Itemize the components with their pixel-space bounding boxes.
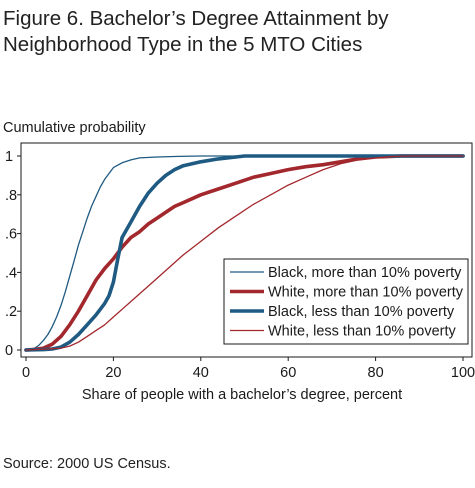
figure-title: Figure 6. Bachelor’s Degree Attainment b… [3, 6, 389, 58]
legend-label: Black, less than 10% poverty [268, 304, 455, 320]
y-tick-label: .6 [5, 227, 17, 243]
figure-title-line-1: Figure 6. Bachelor’s Degree Attainment b… [3, 7, 389, 30]
series-line [24, 154, 465, 352]
x-tick-label: 100 [451, 365, 475, 381]
y-tick-label: .8 [5, 188, 17, 204]
series-lines [24, 154, 465, 352]
y-tick-label: 1 [5, 149, 13, 165]
legend-label: Black, more than 10% poverty [268, 265, 462, 281]
y-axis-label: Cumulative probability [3, 120, 146, 136]
cdf-chart: Cumulative probability 0 .2 .4 .6 .8 1 0 20 40 6… [3, 120, 475, 403]
x-tick-label: 80 [368, 365, 384, 381]
x-tick-label: 60 [280, 365, 296, 381]
x-tick-label: 20 [105, 365, 121, 381]
y-tick-label: .4 [5, 265, 17, 281]
series-line [25, 155, 464, 351]
x-axis: 0 20 40 60 80 100 [22, 357, 475, 381]
series-line [24, 154, 465, 352]
y-tick-label: .2 [5, 304, 17, 320]
legend-box [223, 258, 469, 345]
legend-label: White, more than 10% poverty [268, 285, 464, 301]
series-line [25, 155, 464, 351]
legend: Black, more than 10% poverty White, more … [223, 258, 469, 345]
x-tick-label: 0 [22, 365, 30, 381]
y-axis: 0 .2 .4 .6 .8 1 [5, 149, 21, 359]
legend-label: White, less than 10% poverty [268, 324, 457, 340]
figure-title-line-2: Neighborhood Type in the 5 MTO Cities [3, 33, 363, 56]
source-note: Source: 2000 US Census. [3, 456, 171, 472]
x-tick-label: 40 [193, 365, 209, 381]
x-axis-label: Share of people with a bachelor’s degree… [82, 387, 402, 403]
y-tick-label: 0 [5, 343, 13, 359]
